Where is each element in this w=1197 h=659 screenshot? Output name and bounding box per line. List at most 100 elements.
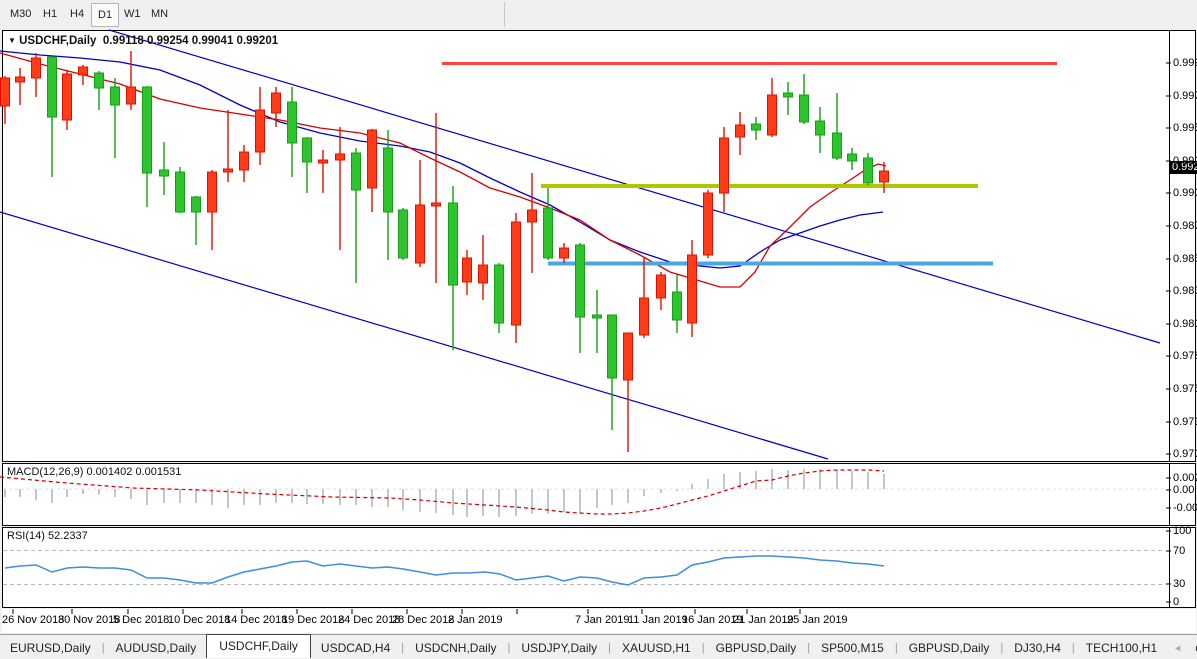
tab-separator: |	[507, 641, 511, 654]
price-chart-panel[interactable]	[2, 30, 1196, 462]
ohlc-open: 0.99118	[102, 35, 144, 47]
ma-slow-line	[0, 50, 884, 269]
price-axis-label: 0.98300	[1173, 285, 1197, 297]
timeframe-button-d1[interactable]: D1	[91, 3, 120, 27]
tab-separator: |	[401, 641, 405, 654]
price-axis-label: 0.98545	[1173, 253, 1197, 265]
timeframe-button-h4[interactable]: H4	[70, 8, 85, 20]
time-axis-label: 10 Dec 2018	[168, 614, 231, 626]
rsi-axis-label: 70	[1173, 545, 1186, 557]
candle-body	[527, 209, 537, 223]
chart-tab-gbpusd-daily[interactable]: GBPUSD,Daily	[715, 640, 797, 655]
candle-body	[31, 57, 41, 79]
chart-tab-sp500-m15[interactable]: SP500,M15	[821, 640, 884, 655]
chart-title: ▼ USDCHF,Daily 0.99118 0.99254 0.99041 0…	[8, 35, 278, 47]
timeframe-button-mn[interactable]: MN	[151, 8, 169, 20]
candle-body	[398, 209, 408, 259]
candle-body	[575, 244, 585, 318]
macd-axis-label: 0.00	[1173, 484, 1195, 496]
macd-panel[interactable]	[2, 463, 1196, 526]
candle-body	[367, 129, 377, 189]
tab-scroll-right-icon[interactable]: ►	[1188, 643, 1197, 653]
time-axis-label: 26 Nov 2018	[2, 614, 65, 626]
chart-tab-gbpusd-daily[interactable]: GBPUSD,Daily	[908, 640, 990, 655]
rsi-line	[4, 555, 885, 586]
candle-body	[431, 202, 441, 207]
candle-body	[511, 221, 521, 326]
candle-body	[687, 254, 697, 324]
rsi-panel[interactable]	[2, 527, 1196, 608]
tab-scroll-left-icon[interactable]: ◄	[1173, 642, 1183, 653]
timeframe-button-w1[interactable]: W1	[124, 8, 141, 20]
time-axis-label: 24 Dec 2018	[338, 614, 401, 626]
candle-body	[142, 86, 152, 174]
candle-body	[623, 332, 633, 381]
candle-body	[239, 151, 249, 171]
chart-tab-xauusd-h1[interactable]: XAUUSD,H1	[622, 640, 691, 655]
candle-body	[62, 73, 72, 121]
candle-body	[110, 86, 120, 106]
candle-body	[47, 56, 57, 118]
timeframe-button-m30[interactable]: M30	[10, 8, 32, 20]
chart-symbol: USDCHF,Daily	[19, 35, 97, 47]
candle-body	[863, 157, 873, 184]
rsi-axis-label: 100	[1173, 525, 1192, 537]
chart-tab-usdchf-daily[interactable]: USDCHF,Daily	[206, 634, 311, 658]
chart-tab-usdjpy-daily[interactable]: USDJPY,Daily	[521, 640, 598, 655]
time-axis-label: 11 Jan 2019	[628, 614, 688, 626]
macd-axis-label: -0.003776	[1173, 502, 1197, 514]
ma-fast-line	[0, 52, 887, 288]
chart-tab-eurusd-daily[interactable]: EURUSD,Daily	[10, 640, 91, 655]
tab-separator: |	[608, 641, 612, 654]
time-axis-label: 25 Jan 2019	[787, 614, 848, 626]
tab-separator: |	[1071, 641, 1075, 654]
tab-separator: |	[807, 641, 811, 654]
chart-tab-usdcad-h4[interactable]: USDCAD,H4	[320, 640, 391, 655]
candle-body	[94, 72, 104, 89]
candle-body	[607, 314, 617, 379]
candle-body	[719, 137, 729, 194]
candle-body	[191, 196, 201, 213]
price-axis-label: 0.99750	[1173, 90, 1197, 102]
candle-body	[159, 169, 169, 177]
rsi-axis-divider	[1169, 528, 1170, 607]
candle-body	[415, 204, 425, 264]
candle-body	[783, 92, 793, 98]
symbol-dropdown-icon[interactable]: ▼	[8, 36, 16, 45]
price-axis-divider	[1169, 31, 1170, 461]
price-axis-label: 0.98060	[1173, 318, 1197, 330]
chart-tab-audusd-daily[interactable]: AUDUSD,Daily	[115, 640, 197, 655]
candle-body	[656, 274, 666, 299]
candle-body	[735, 124, 745, 138]
tab-separator: |	[101, 641, 105, 654]
chart-tab-usdcnh-daily[interactable]: USDCNH,Daily	[415, 640, 497, 655]
candle-body	[448, 202, 458, 286]
ohlc-low: 0.99041	[191, 35, 234, 47]
price-axis-label: 0.97580	[1173, 383, 1197, 395]
candle-body	[815, 120, 825, 136]
candle-body	[383, 147, 393, 213]
toolbar-separator	[504, 2, 505, 27]
price-axis-label: 0.98785	[1173, 220, 1197, 232]
chart-tab-bar: EURUSD,Daily | AUDUSD,Daily USDCHF,Daily USD…	[0, 634, 1197, 659]
price-axis-label: 0.97340	[1173, 416, 1197, 428]
rsi-label: RSI(14) 52.2337	[7, 530, 88, 542]
candle-body	[335, 153, 345, 161]
timeframe-toolbar: M30 H1 H4 D1 W1 MN	[0, 0, 1197, 29]
candle-body	[703, 192, 713, 256]
candle-body	[126, 86, 136, 105]
candle-body	[879, 170, 889, 183]
macd-signal-line	[0, 469, 885, 515]
chart-tab-dj30-h4[interactable]: DJ30,H4	[1014, 640, 1061, 655]
price-axis-label: 0.99265	[1173, 155, 1197, 167]
chart-tab-tech100-h1[interactable]: TECH100,H1	[1085, 640, 1158, 655]
macd-label: MACD(12,26,9) 0.001402 0.001531	[7, 466, 182, 478]
rsi-axis-label: 30	[1173, 578, 1186, 590]
candle-body	[351, 152, 361, 191]
candle-body	[287, 101, 297, 144]
timeframe-button-h1[interactable]: H1	[43, 8, 58, 20]
rsi-axis-label: 0	[1173, 596, 1180, 608]
tab-separator: |	[701, 641, 705, 654]
